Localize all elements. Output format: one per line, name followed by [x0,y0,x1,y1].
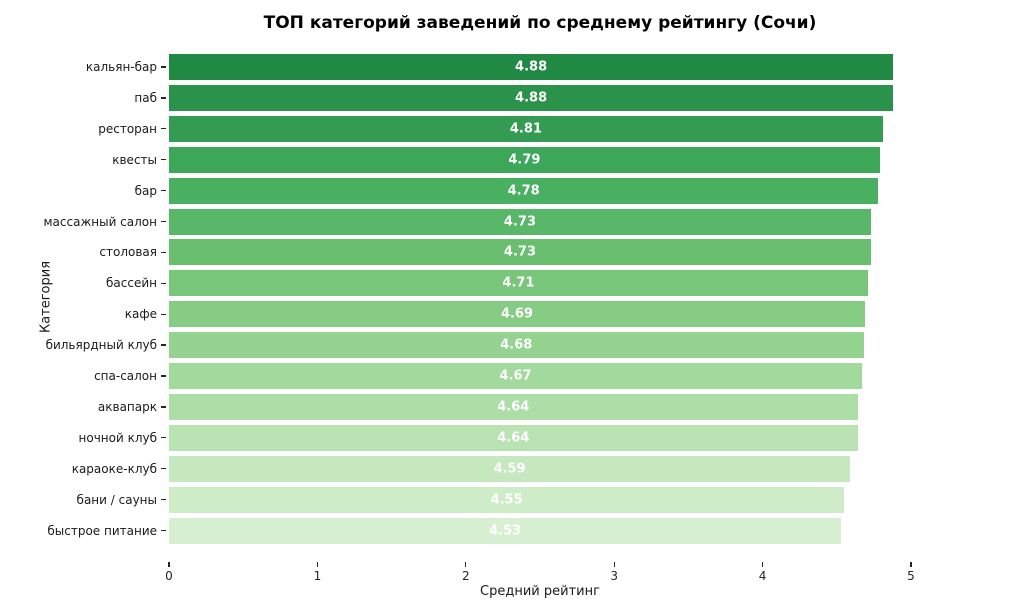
bar [169,301,865,328]
bar [169,455,851,482]
x-axis-label: Средний рейтинг [480,584,600,599]
bar-value-label: 4.55 [490,492,523,508]
bar [169,270,868,297]
category-label: бильярдный клуб [45,338,157,353]
y-tick-mark [161,282,166,284]
y-tick-mark [161,406,166,408]
category-label: кальян-бар [85,60,157,74]
bar [169,363,863,389]
x-tick-mark [168,562,170,567]
bar [169,332,864,359]
y-tick-mark [161,468,166,470]
bar-value-label: 4.81 [509,121,542,137]
bar-value-label: 4.64 [497,399,530,415]
bar-value-label: 4.73 [503,244,536,260]
y-tick-mark [161,344,166,346]
bar-value-label: 4.69 [500,306,534,322]
bar-value-label: 4.79 [508,152,541,168]
category-label: ресторан [98,121,157,136]
bar-value-label: 4.88 [515,90,548,106]
bar-value-label: 4.53 [489,523,522,538]
bar [169,424,858,451]
bar [169,393,858,420]
bar [169,239,871,266]
bar [169,115,883,142]
y-tick-mark [161,128,166,130]
x-tick-mark [613,562,615,567]
bar [169,84,894,111]
category-label: караоке-клуб [71,461,157,476]
y-tick-mark [161,498,166,501]
bar [169,177,879,204]
bar-value-label: 4.71 [502,275,535,291]
bar [169,517,842,544]
category-label: массажный салон [43,214,157,229]
x-tick-label: 3 [610,569,619,583]
x-tick-label: 2 [461,569,470,583]
x-tick-mark [761,562,764,567]
category-label: спа-салон [94,369,157,383]
x-tick-mark [465,562,467,567]
category-label: столовая [99,245,157,260]
x-tick-label: 0 [165,569,173,583]
y-tick-mark [161,529,166,532]
x-tick-mark [316,562,319,567]
chart-title: ТОП категорий заведений по среднему рейт… [263,13,817,33]
bar-value-label: 4.78 [507,183,540,199]
y-tick-mark [161,66,166,68]
bar-value-label: 4.59 [493,461,526,477]
category-label: аквапарк [97,399,157,414]
bar-value-label: 4.67 [499,368,532,384]
x-tick-label: 1 [313,569,322,583]
bar [169,486,845,513]
category-label: бар [134,183,157,198]
bar [169,146,880,173]
category-label: быстрое питание [47,523,157,538]
category-label: бассейн [106,276,157,291]
x-tick-mark [910,562,912,567]
x-tick-label: 5 [907,569,915,583]
bar [169,208,871,235]
bar-value-label: 4.64 [497,430,530,446]
y-tick-mark [161,159,166,161]
y-tick-mark [161,437,166,439]
y-tick-mark [161,189,166,192]
bar [169,54,894,80]
y-tick-mark [161,97,166,99]
y-tick-mark [161,251,166,254]
category-label: кафе [124,307,157,322]
y-tick-mark [161,313,166,315]
category-label: бани / сауны [76,492,157,507]
bar-value-label: 4.88 [515,59,548,75]
y-tick-mark [161,375,166,377]
x-tick-label: 4 [758,569,767,583]
y-tick-mark [161,220,166,223]
bar-value-label: 4.73 [503,214,536,229]
category-label: квесты [112,152,157,167]
category-label: паб [134,90,157,105]
category-label: ночной клуб [78,430,158,445]
bar-value-label: 4.68 [500,337,533,353]
